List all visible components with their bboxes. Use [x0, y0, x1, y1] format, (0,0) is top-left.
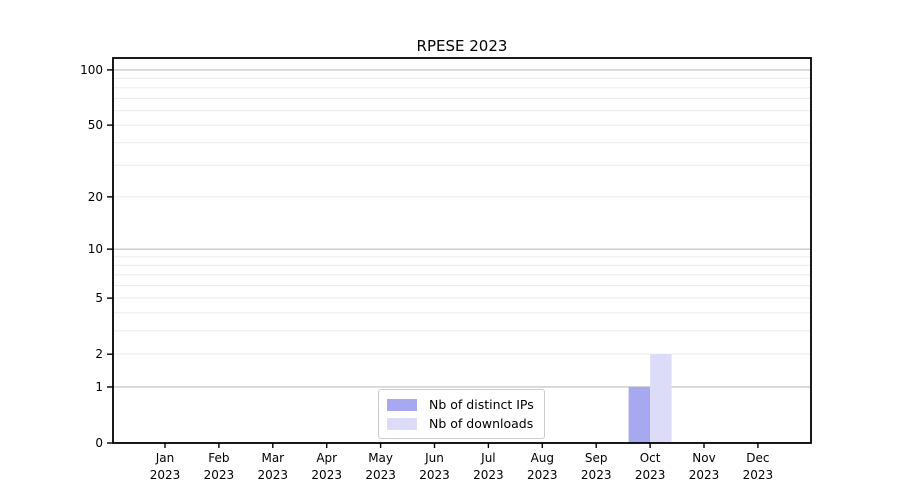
x-tick-label-month: Oct — [640, 451, 661, 465]
y-tick-label: 100 — [80, 63, 103, 77]
legend-swatch-downloads — [387, 417, 417, 430]
bar-distinct-ips-oct — [628, 386, 651, 443]
x-tick-label-year: 2023 — [365, 468, 396, 482]
legend-label-distinct-ips: Nb of distinct IPs — [429, 397, 534, 412]
x-tick-label-year: 2023 — [689, 468, 720, 482]
x-tick-label-year: 2023 — [635, 468, 666, 482]
x-tick-label-month: Aug — [531, 451, 554, 465]
y-tick-label: 0 — [95, 436, 103, 450]
x-tick-label-month: Sep — [585, 451, 608, 465]
legend-item-downloads: Nb of downloads — [387, 414, 537, 433]
x-tick-label-month: Jun — [424, 451, 444, 465]
x-tick-label-year: 2023 — [204, 468, 235, 482]
x-tick-label-year: 2023 — [419, 468, 450, 482]
x-tick-label-month: Jan — [155, 451, 175, 465]
bars-group — [628, 354, 672, 443]
legend: Nb of distinct IPs Nb of downloads — [378, 389, 545, 439]
y-tick-label: 20 — [88, 190, 103, 204]
bar-downloads-oct — [650, 354, 672, 443]
legend-swatch-distinct-ips — [387, 398, 417, 411]
x-tick-label-year: 2023 — [150, 468, 181, 482]
x-tick-label-month: Mar — [261, 451, 284, 465]
y-tick-label: 10 — [88, 242, 103, 256]
x-tick-label-year: 2023 — [258, 468, 289, 482]
x-tick-label-month: Apr — [316, 451, 337, 465]
chart-title: RPESE 2023 — [417, 37, 508, 55]
x-tick-label-year: 2023 — [473, 468, 504, 482]
axes-group — [107, 57, 812, 448]
legend-label-downloads: Nb of downloads — [429, 416, 534, 431]
axis-labels-group: 0 1 2 5 10 20 50 100 Jan 2023 Feb 2023 Mar 2023 Apr 202… — [80, 63, 773, 482]
x-tick-label-year: 2023 — [743, 468, 774, 482]
x-tick-label-month: Nov — [692, 451, 715, 465]
y-tick-label: 1 — [95, 380, 103, 394]
legend-item-distinct-ips: Nb of distinct IPs — [387, 395, 537, 414]
x-tick-label-month: Jul — [480, 451, 495, 465]
x-tick-label-month: May — [368, 451, 393, 465]
gridlines-group — [113, 69, 811, 388]
y-tick-label: 50 — [88, 118, 103, 132]
x-tick-label-year: 2023 — [311, 468, 342, 482]
x-tick-label-year: 2023 — [527, 468, 558, 482]
x-tick-label-month: Feb — [208, 451, 229, 465]
y-tick-label: 5 — [95, 291, 103, 305]
x-tick-label-month: Dec — [746, 451, 769, 465]
plot-frame — [112, 57, 812, 444]
x-tick-label-year: 2023 — [581, 468, 612, 482]
y-tick-label: 2 — [95, 347, 103, 361]
